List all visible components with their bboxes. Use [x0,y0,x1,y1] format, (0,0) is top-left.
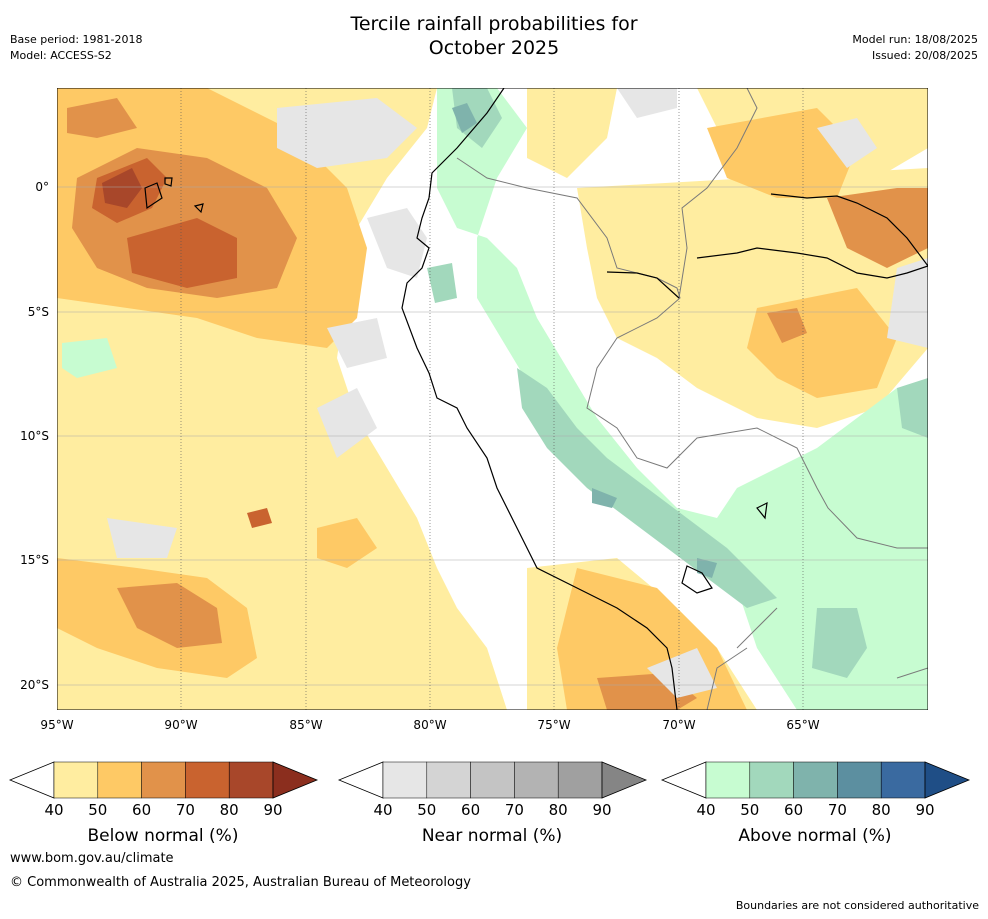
colorbar-below-under-triangle [8,761,55,799]
probability-map [57,88,928,710]
y-tick-0: 0° [35,180,49,194]
colorbar-above-tick: 70 [827,801,847,819]
x-tick-65w: 65°W [786,718,820,732]
disclaimer: Boundaries are not considered authoritat… [735,899,979,912]
map-title: Tercile rainfall probabilities for Octob… [0,12,988,60]
colorbar-label-below: Below normal (%) [87,826,239,846]
footer-url[interactable]: www.bom.gov.au/climate [10,851,174,866]
coastline [144,88,928,710]
colorbar-near-tick: 80 [548,801,568,819]
colorbar-near-segment [426,761,471,799]
colorbar-near-tick: 40 [373,801,393,819]
colorbar-near-tick: 70 [504,801,524,819]
above-normal-40-region [62,88,928,710]
colorbar-near-tick: 90 [592,801,612,819]
x-tick-95w: 95°W [40,718,74,732]
colorbar-near-segment [470,761,515,799]
y-tick-15s: 15°S [20,553,49,567]
colorbar-below-segment [53,761,99,799]
colorbar-above-segment [837,761,882,799]
below-normal-80-region [102,168,142,208]
colorbar-near-segment [557,761,603,799]
title-line-2: October 2025 [428,37,560,59]
colorbar-below-segment [97,761,142,799]
colorbar-above-tick: 50 [740,801,760,819]
colorbar-below-tick: 60 [132,801,152,819]
colorbar-near-normal [337,761,648,799]
colorbar-above-over-triangle [924,761,971,799]
colorbars [8,761,971,799]
title-line-1: Tercile rainfall probabilities for [350,13,638,35]
issued-date: Issued: 20/08/2025 [871,49,978,62]
y-tick-10s: 10°S [20,429,49,443]
colorbar-below-tick: 50 [88,801,108,819]
colorbar-label-above: Above normal (%) [738,826,892,846]
meta-right: Model run: 18/08/2025 Issued: 20/08/2025 [852,32,978,64]
colorbar-near-segment [514,761,559,799]
colorbar-near-segment [382,761,428,799]
x-tick-80w: 80°W [413,718,447,732]
colorbar-below-tick: 80 [219,801,239,819]
parallels [57,186,928,686]
colorbar-above-segment [793,761,838,799]
colorbar-near-over-triangle [601,761,648,799]
colorbar-below-segment [141,761,186,799]
x-tick-70w: 70°W [662,718,696,732]
colorbar-above-under-triangle [660,761,707,799]
colorbar-below-segment [185,761,230,799]
colorbar-below-segment [228,761,274,799]
y-tick-20s: 20°S [20,678,49,692]
colorbar-near-tick: 50 [417,801,437,819]
colorbar-above-tick: 80 [871,801,891,819]
colorbar-below-normal [8,761,319,799]
colorbar-below-tick: 70 [175,801,195,819]
x-tick-85w: 85°W [289,718,323,732]
colorbar-label-near: Near normal (%) [421,826,563,846]
model-name: Model: ACCESS-S2 [10,49,112,62]
colorbar-below-tick: 90 [263,801,283,819]
x-tick-90w: 90°W [164,718,198,732]
x-tick-75w: 75°W [537,718,571,732]
copyright: © Commonwealth of Australia 2025, Austra… [10,875,471,890]
y-tick-5s: 5°S [27,305,49,319]
colorbar-above-tick: 40 [696,801,716,819]
colorbar-above-segment [880,761,926,799]
borders [456,88,928,710]
base-period: Base period: 1981-2018 [10,33,143,46]
colorbar-below-tick: 40 [44,801,64,819]
colorbar-above-segment [705,761,751,799]
colorbar-near-tick: 60 [461,801,481,819]
colorbar-near-under-triangle [337,761,384,799]
model-run: Model run: 18/08/2025 [852,33,978,46]
above-normal-50-region [427,88,928,678]
colorbar-above-tick: 90 [915,801,935,819]
colorbar-above-tick: 60 [784,801,804,819]
meta-left: Base period: 1981-2018 Model: ACCESS-S2 [10,32,142,64]
colorbar-above-normal [660,761,971,799]
colorbar-above-segment [749,761,794,799]
colorbar-below-over-triangle [272,761,319,799]
